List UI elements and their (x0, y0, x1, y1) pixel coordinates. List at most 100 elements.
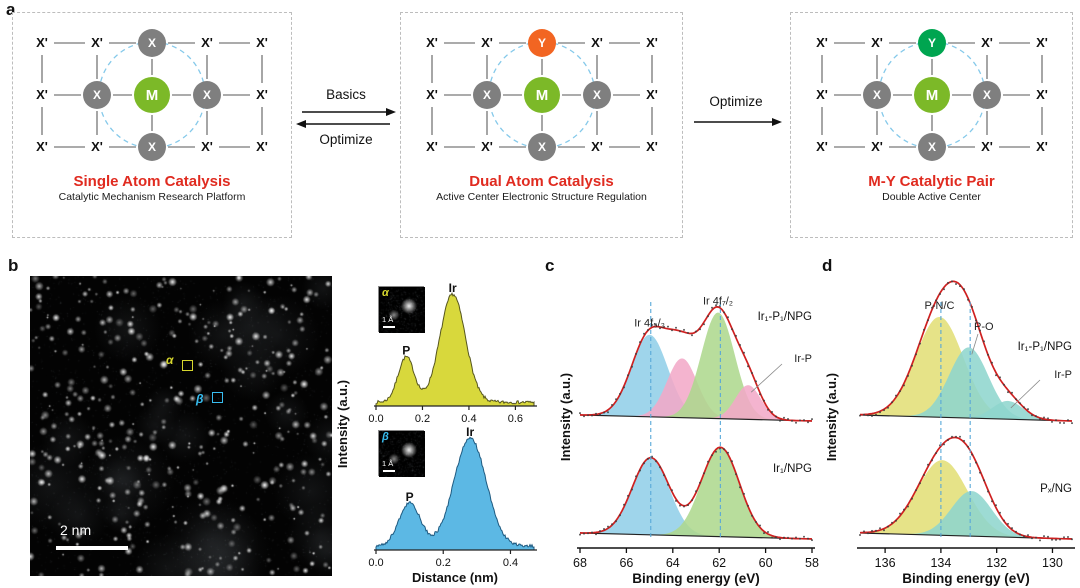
inset-alpha-scalebar (383, 326, 395, 328)
svg-text:0.4: 0.4 (461, 413, 476, 425)
stem-marker-beta-label: β (196, 392, 204, 406)
svg-text:0.0: 0.0 (368, 557, 383, 569)
svg-text:Ir 4f₅/₂: Ir 4f₅/₂ (634, 318, 665, 330)
svg-text:Intensity (a.u.): Intensity (a.u.) (560, 373, 573, 461)
optimize-arrow-glyph (694, 118, 782, 126)
svg-text:Ir: Ir (449, 281, 457, 295)
svg-text:X': X' (91, 139, 103, 154)
svg-text:X': X' (646, 35, 658, 50)
svg-text:Binding energy (eV): Binding energy (eV) (632, 571, 760, 586)
inset-beta-scale-label: 1 Å (382, 459, 394, 468)
stem-scalebar (56, 546, 128, 550)
svg-text:X': X' (36, 87, 48, 102)
svg-text:X': X' (256, 87, 268, 102)
svg-text:X': X' (646, 87, 658, 102)
svg-text:0.6: 0.6 (508, 413, 523, 425)
lattice-dual-atom-diagram: X' X' Y X' X' X' X M X X' X' X' X X' X' (426, 29, 658, 161)
panel-c-label: c (545, 256, 555, 275)
inset-beta: β 1 Å (378, 430, 425, 477)
svg-text:X': X' (816, 139, 828, 154)
inset-beta-label: β (382, 431, 389, 443)
svg-text:Binding energy (eV): Binding energy (eV) (902, 571, 1030, 586)
svg-text:68: 68 (573, 556, 587, 570)
svg-text:X': X' (816, 87, 828, 102)
svg-text:X: X (592, 88, 600, 102)
svg-text:132: 132 (986, 556, 1007, 570)
svg-text:M: M (535, 87, 548, 104)
svg-text:X': X' (871, 139, 883, 154)
svg-text:X: X (927, 140, 935, 154)
stem-marker-alpha-box (182, 360, 193, 371)
svg-text:Ir₁/NPG: Ir₁/NPG (773, 463, 812, 475)
svg-text:60: 60 (759, 556, 773, 570)
inset-beta-scalebar (383, 470, 395, 472)
svg-text:X': X' (646, 139, 658, 154)
svg-text:X': X' (1036, 35, 1048, 50)
svg-text:X': X' (36, 35, 48, 50)
svg-text:X': X' (591, 35, 603, 50)
svg-text:X': X' (91, 35, 103, 50)
xps-ir4f-chart: Ir₁-P₁/NPG Ir₁/NPG 68 66 64 62 60 58 Binding ene… (560, 296, 819, 586)
intensity-line-profiles-chart: 0.0 0.2 0.4 0.6 P Ir 0.0 0.2 0.4 P Ir Distance (nm)… (336, 281, 537, 585)
inset-alpha-label: α (382, 287, 389, 299)
svg-text:M: M (146, 87, 159, 104)
svg-text:P-N/C: P-N/C (925, 300, 955, 312)
svg-text:X': X' (981, 35, 993, 50)
svg-text:Ir₁-P₁/NPG: Ir₁-P₁/NPG (758, 311, 812, 323)
dual-atom-subtitle: Active Center Electronic Structure Regul… (436, 191, 647, 203)
inset-beta-image (379, 431, 425, 477)
lattice-single-atom-diagram: X' X' X X' X' X' X M X X' X' X' X X' X' (36, 29, 268, 161)
svg-text:0.4: 0.4 (503, 557, 518, 569)
inset-alpha: α 1 Å (378, 286, 425, 333)
equilibrium-arrow: Basics Optimize (296, 87, 396, 147)
stem-marker-alpha-label: α (166, 353, 174, 367)
svg-text:X': X' (871, 35, 883, 50)
svg-text:X': X' (426, 139, 438, 154)
arrow1-bottom-label: Optimize (319, 132, 372, 147)
svg-text:X': X' (201, 35, 213, 50)
panel-d-label: d (822, 256, 833, 275)
svg-text:X': X' (36, 139, 48, 154)
svg-text:0.0: 0.0 (368, 413, 383, 425)
svg-text:58: 58 (805, 556, 819, 570)
svg-text:Pₓ/NG: Pₓ/NG (1040, 483, 1072, 495)
single-atom-subtitle: Catalytic Mechanism Research Platform (58, 191, 246, 203)
stem-scalebar-label: 2 nm (60, 522, 92, 538)
svg-text:P: P (406, 490, 414, 504)
svg-text:0.2: 0.2 (436, 557, 451, 569)
svg-text:X': X' (201, 139, 213, 154)
inset-alpha-scale-label: 1 Å (382, 315, 394, 324)
xps-p2p-chart: Ir₁-P₁/NPG Pₓ/NG 136 134 132 130 Binding energ… (826, 280, 1075, 586)
svg-text:X: X (148, 140, 156, 154)
panel-a-box-my-pair: X' X' Y X' X' X' X M X X' X' X' X X' X' M-Y Catalytic … (790, 12, 1073, 238)
svg-text:X': X' (256, 139, 268, 154)
svg-text:X: X (982, 88, 990, 102)
svg-text:Ir-P: Ir-P (794, 353, 812, 365)
svg-text:64: 64 (666, 556, 680, 570)
lattice-my-pair-diagram: X' X' Y X' X' X' X M X X' X' X' X X' X' (816, 29, 1048, 161)
svg-text:62: 62 (712, 556, 726, 570)
equilibrium-arrow-glyph (296, 108, 396, 128)
arrow2-top-label: Optimize (709, 94, 762, 109)
svg-text:X: X (872, 88, 880, 102)
svg-text:X': X' (1036, 139, 1048, 154)
panel-b-label: b (8, 256, 19, 275)
svg-text:Y: Y (927, 36, 935, 50)
svg-text:X': X' (591, 139, 603, 154)
svg-text:X': X' (481, 35, 493, 50)
svg-text:Ir: Ir (466, 425, 474, 439)
svg-text:Intensity (a.u.): Intensity (a.u.) (336, 380, 350, 468)
svg-text:X': X' (256, 35, 268, 50)
svg-text:Ir 4f₇/₂: Ir 4f₇/₂ (703, 296, 733, 308)
svg-text:X': X' (816, 35, 828, 50)
svg-text:M: M (925, 87, 938, 104)
svg-text:Ir₁-P₁/NPG: Ir₁-P₁/NPG (1018, 341, 1072, 353)
svg-text:X': X' (481, 139, 493, 154)
svg-text:X: X (203, 88, 211, 102)
svg-text:Y: Y (537, 36, 545, 50)
svg-text:X: X (148, 36, 156, 50)
svg-text:Ir-P: Ir-P (1054, 369, 1072, 381)
svg-text:X': X' (426, 87, 438, 102)
optimize-arrow: Optimize (694, 94, 782, 126)
panel-a-box-dual-atom: X' X' Y X' X' X' X M X X' X' X' X X' X' Dual Atom Cata… (400, 12, 683, 238)
